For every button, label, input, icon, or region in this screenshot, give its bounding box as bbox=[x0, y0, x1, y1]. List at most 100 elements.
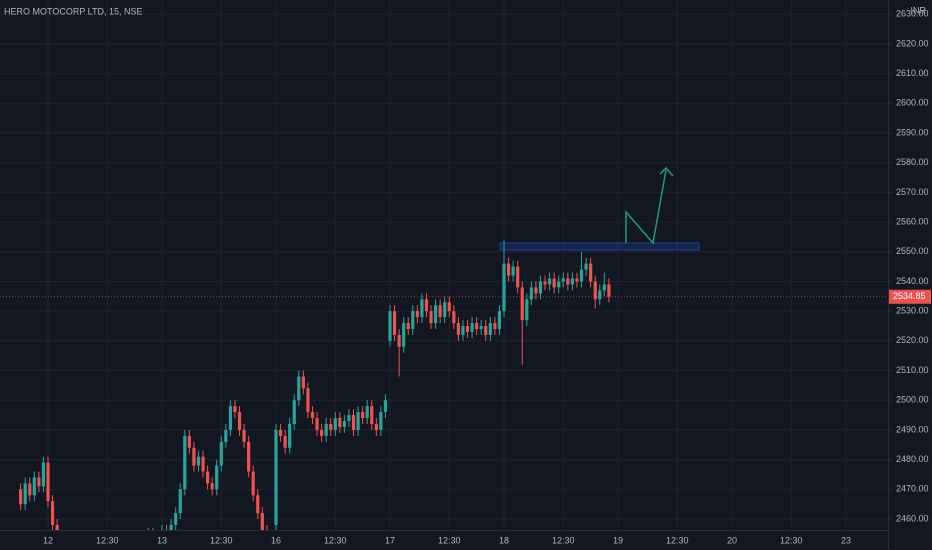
candle-body bbox=[365, 406, 369, 419]
candle-body bbox=[178, 489, 182, 514]
candle-body bbox=[570, 278, 574, 285]
candle-body bbox=[247, 441, 251, 472]
candle-body bbox=[274, 429, 278, 525]
x-tick-label: 23 bbox=[841, 535, 851, 545]
candle-body bbox=[288, 424, 292, 448]
y-tick-label: 2620.00 bbox=[896, 38, 929, 48]
candle-body bbox=[415, 311, 419, 318]
last-price-label: 2534.85 bbox=[893, 291, 926, 301]
candle-body bbox=[174, 513, 178, 525]
candle-body bbox=[237, 412, 242, 430]
candle-body bbox=[493, 323, 497, 329]
candle-body bbox=[301, 376, 305, 389]
candle-body bbox=[41, 462, 46, 487]
candle-body bbox=[548, 278, 552, 285]
plot-area bbox=[0, 166, 888, 530]
candle-body bbox=[32, 477, 36, 496]
y-tick-label: 2540.00 bbox=[896, 276, 929, 286]
candle-body bbox=[575, 278, 579, 282]
x-tick-label: 12:30 bbox=[210, 535, 233, 545]
candle-body bbox=[169, 524, 173, 530]
candle-body bbox=[347, 415, 351, 422]
candle-body bbox=[516, 266, 520, 288]
x-tick-label: 18 bbox=[499, 535, 509, 545]
candle-body bbox=[46, 462, 50, 502]
candle-body bbox=[456, 323, 460, 335]
candle-body bbox=[215, 465, 219, 490]
currency-backdrop bbox=[896, 4, 930, 20]
candle-body bbox=[383, 400, 388, 413]
x-tick-label: 19 bbox=[613, 535, 623, 545]
candle-body bbox=[598, 290, 602, 300]
y-tick-label: 2600.00 bbox=[896, 98, 929, 108]
candle-body bbox=[196, 456, 201, 466]
candle-body bbox=[589, 263, 593, 282]
candle-body bbox=[557, 281, 561, 288]
candle-body bbox=[552, 278, 556, 288]
chart-title: HERO MOTOCORP LTD, 15, NSE bbox=[4, 6, 143, 16]
candle-body bbox=[379, 412, 383, 430]
candle-body bbox=[525, 299, 529, 321]
projection-arrow bbox=[625, 169, 667, 245]
candle-body bbox=[420, 299, 424, 318]
candle-body bbox=[297, 376, 301, 401]
candle-body bbox=[566, 278, 570, 285]
x-tick-label: 20 bbox=[727, 535, 737, 545]
candle-body bbox=[520, 287, 524, 321]
candle-body bbox=[306, 388, 310, 413]
candle-body bbox=[260, 513, 264, 530]
candle-body bbox=[534, 287, 538, 294]
candle-body bbox=[506, 263, 511, 276]
y-tick-label: 2570.00 bbox=[896, 187, 929, 197]
candle-body bbox=[374, 424, 378, 430]
candle-body bbox=[402, 323, 406, 347]
candle-body bbox=[23, 483, 27, 505]
candle-body bbox=[50, 501, 55, 525]
candle-body bbox=[538, 281, 543, 294]
candle-body bbox=[338, 418, 342, 427]
candle-body bbox=[543, 281, 547, 285]
x-tick-label: 12:30 bbox=[96, 535, 119, 545]
x-tick-label: 12 bbox=[43, 535, 53, 545]
y-tick-label: 2460.00 bbox=[896, 513, 929, 523]
candle-body bbox=[607, 284, 611, 297]
candle-body bbox=[561, 278, 565, 282]
candle-body bbox=[497, 311, 502, 329]
candle-body bbox=[55, 524, 59, 530]
candle-body bbox=[320, 429, 324, 436]
y-tick-label: 2520.00 bbox=[896, 335, 929, 345]
candle-body bbox=[242, 429, 246, 442]
x-tick-label: 12:30 bbox=[438, 535, 461, 545]
candle-body bbox=[361, 412, 365, 419]
y-tick-label: 2500.00 bbox=[896, 395, 929, 405]
x-tick-label: 12:30 bbox=[780, 535, 803, 545]
y-tick-label: 2480.00 bbox=[896, 454, 929, 464]
candle-body bbox=[187, 435, 191, 448]
x-tick-label: 13 bbox=[157, 535, 167, 545]
resistance-zone bbox=[499, 242, 700, 251]
candle-body bbox=[511, 266, 515, 276]
candle-body bbox=[484, 326, 488, 335]
y-tick-label: 2590.00 bbox=[896, 127, 929, 137]
y-tick-label: 2550.00 bbox=[896, 246, 929, 256]
candle-body bbox=[406, 323, 410, 329]
candle-body bbox=[310, 412, 315, 419]
x-tick-label: 12:30 bbox=[666, 535, 689, 545]
last-price-badge bbox=[889, 289, 931, 304]
candle-body bbox=[388, 311, 392, 341]
candle-body bbox=[283, 435, 287, 448]
candle-body bbox=[315, 418, 319, 430]
x-tick-label: 16 bbox=[271, 535, 281, 545]
candle-body bbox=[411, 311, 415, 329]
candle-body bbox=[579, 269, 584, 282]
y-tick-label: 2630.00 bbox=[896, 9, 929, 19]
candle-body bbox=[438, 305, 442, 318]
candle-body bbox=[233, 406, 237, 413]
candle-body bbox=[429, 311, 433, 324]
y-tick-label: 2560.00 bbox=[896, 216, 929, 226]
candle-body bbox=[278, 429, 283, 436]
candle-body bbox=[452, 311, 456, 324]
candle-body bbox=[479, 326, 483, 329]
